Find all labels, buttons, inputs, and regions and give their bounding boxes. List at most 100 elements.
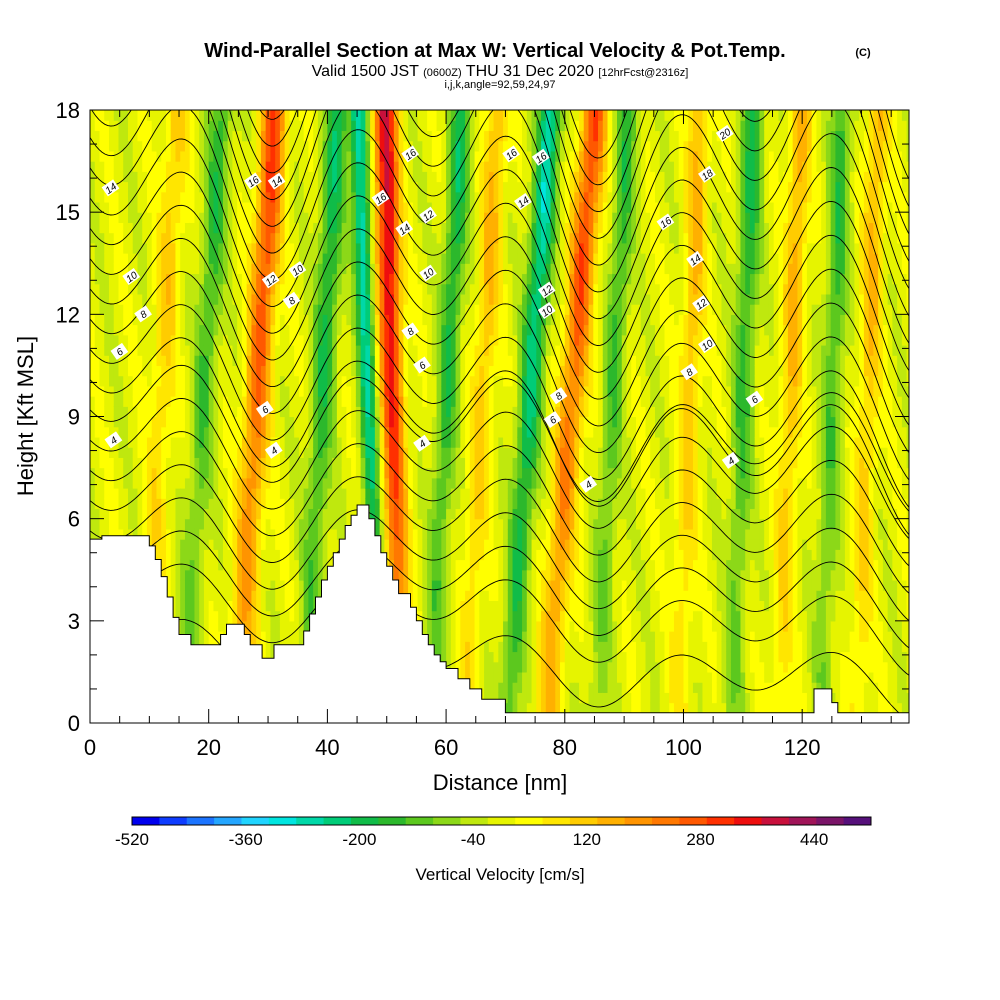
- field-cell: [370, 498, 376, 510]
- field-cell: [104, 263, 110, 275]
- field-cell: [412, 447, 419, 458]
- field-cell: [412, 590, 419, 601]
- field-cell: [313, 191, 319, 203]
- field-cell: [427, 518, 433, 530]
- field-cell: [355, 140, 362, 152]
- field-cell: [427, 610, 433, 622]
- field-cell: [123, 447, 129, 458]
- field-cell: [270, 120, 276, 132]
- field-cell: [284, 304, 291, 315]
- field-cell: [379, 344, 385, 356]
- field-cell: [189, 457, 196, 469]
- field-cell: [469, 620, 476, 632]
- field-cell: [170, 283, 177, 295]
- field-cell: [218, 344, 224, 356]
- field-cell: [441, 528, 447, 540]
- field-cell: [450, 242, 457, 254]
- field-cell: [336, 447, 343, 458]
- field-cell: [275, 569, 281, 581]
- field-cell: [180, 140, 186, 152]
- field-cell: [284, 191, 291, 203]
- field-cell: [99, 334, 105, 346]
- field-cell: [431, 488, 438, 499]
- field-cell: [270, 396, 276, 407]
- field-cell: [393, 283, 400, 295]
- field-cell: [237, 293, 243, 305]
- field-cell: [132, 344, 139, 356]
- field-cell: [446, 426, 452, 438]
- field-cell: [142, 477, 148, 489]
- field-cell: [170, 426, 177, 438]
- field-cell: [336, 232, 343, 244]
- field-cell: [237, 569, 243, 581]
- field-cell: [270, 559, 276, 571]
- field-cell: [170, 293, 177, 305]
- chart-params: i,j,k,angle=92,59,24,97: [444, 79, 555, 91]
- field-cell: [479, 549, 485, 561]
- field-cell: [265, 518, 272, 530]
- field-cell: [213, 140, 219, 152]
- field-cell: [317, 283, 324, 295]
- field-cell: [94, 528, 101, 540]
- field-cell: [431, 579, 438, 591]
- field-cell: [479, 620, 485, 632]
- field-cell: [479, 457, 485, 469]
- field-cell: [99, 263, 105, 275]
- field-cell: [90, 222, 96, 234]
- field-cell: [450, 201, 457, 213]
- field-cell: [90, 416, 96, 428]
- field-cell: [165, 150, 172, 162]
- field-cell: [184, 528, 191, 540]
- field-cell: [222, 549, 229, 561]
- field-cell: [417, 375, 423, 387]
- field-cell: [417, 232, 423, 244]
- field-cell: [351, 467, 357, 479]
- field-cell: [161, 416, 167, 428]
- field-cell: [308, 222, 314, 234]
- field-cell: [270, 467, 276, 479]
- field-cell: [270, 324, 276, 336]
- field-cell: [246, 477, 253, 489]
- field-cell: [436, 467, 442, 479]
- field-cell: [450, 222, 457, 234]
- field-cell: [237, 447, 243, 458]
- field-cell: [199, 436, 205, 448]
- field-cell: [108, 334, 115, 346]
- field-cell: [175, 375, 181, 387]
- field-cell: [127, 150, 134, 162]
- field-cell: [232, 518, 238, 530]
- field-cell: [431, 569, 438, 581]
- field-cell: [479, 140, 485, 152]
- field-cell: [403, 334, 409, 346]
- field-cell: [289, 508, 295, 520]
- field-cell: [351, 426, 357, 438]
- field-cell: [479, 682, 485, 693]
- field-cell: [161, 569, 167, 581]
- field-cell: [322, 181, 328, 193]
- field-cell: [389, 181, 395, 193]
- field-cell: [379, 314, 385, 326]
- field-cell: [218, 293, 224, 305]
- field-cell: [218, 600, 224, 612]
- field-cell: [317, 539, 324, 550]
- field-cell: [161, 273, 167, 285]
- field-cell: [151, 518, 158, 530]
- field-cell: [403, 579, 409, 591]
- field-cell: [403, 447, 409, 458]
- field-cell: [99, 161, 105, 172]
- field-cell: [474, 232, 480, 244]
- field-cell: [422, 528, 428, 540]
- field-cell: [327, 436, 333, 448]
- field-cell: [270, 406, 276, 418]
- field-cell: [474, 620, 480, 632]
- field-cell: [408, 304, 414, 315]
- field-cell: [403, 191, 409, 203]
- field-cell: [355, 385, 362, 397]
- field-cell: [379, 293, 385, 305]
- field-cell: [241, 120, 248, 132]
- field-cell: [142, 293, 148, 305]
- field-cell: [360, 161, 366, 172]
- field-cell: [403, 212, 409, 223]
- field-cell: [479, 641, 485, 653]
- field-cell: [379, 467, 385, 479]
